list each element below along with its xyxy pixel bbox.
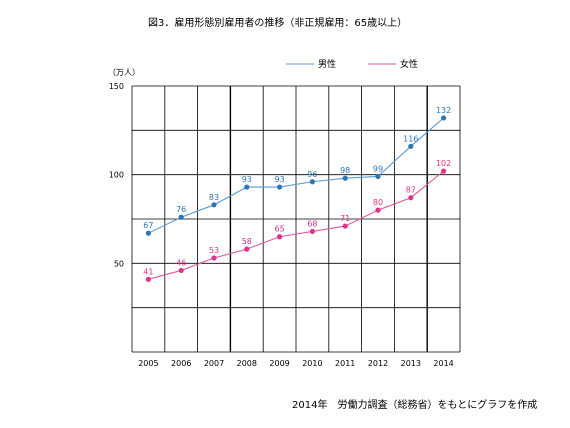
data-label: 67	[143, 221, 153, 230]
data-label: 71	[340, 214, 350, 223]
series-line-male	[148, 117, 444, 234]
data-point	[309, 228, 315, 235]
x-tick-label: 2007	[204, 359, 224, 368]
series-line-female	[148, 170, 444, 280]
data-point	[342, 223, 348, 229]
x-tick-label: 2006	[171, 359, 191, 368]
data-label: 87	[406, 186, 416, 195]
data-label: 53	[209, 246, 219, 255]
data-point	[277, 234, 283, 240]
legend-label: 女性	[400, 58, 418, 70]
y-tick-label: 150	[109, 82, 124, 91]
x-tick-label: 2011	[335, 359, 355, 368]
x-tick-label: 2009	[269, 359, 289, 368]
data-label: 98	[340, 166, 350, 175]
chart-title: 図3．雇用形態別雇用者の推移（非正規雇用：65歳以上）	[148, 18, 408, 29]
x-tick-label: 2013	[401, 359, 421, 368]
x-tick-label: 2010	[302, 359, 322, 368]
data-point	[375, 207, 381, 213]
data-point	[145, 230, 151, 236]
data-label: 93	[275, 175, 285, 184]
legend-label: 男性	[318, 58, 336, 70]
x-tick-label: 2005	[138, 359, 158, 368]
data-point	[244, 246, 250, 252]
y-axis-unit-label: （万人）	[108, 68, 140, 77]
data-point	[145, 276, 151, 282]
y-tick-label: 100	[109, 171, 124, 180]
data-label: 65	[275, 225, 285, 234]
data-label: 58	[242, 237, 252, 246]
data-label: 46	[176, 258, 186, 267]
data-point	[211, 255, 217, 261]
data-label: 80	[373, 198, 383, 207]
data-label: 116	[403, 134, 418, 143]
data-point	[309, 179, 315, 185]
data-point	[178, 214, 184, 220]
data-point	[244, 184, 250, 190]
data-point	[408, 195, 414, 201]
data-label: 96	[307, 170, 317, 179]
data-point	[408, 143, 414, 149]
data-label: 76	[176, 205, 186, 214]
data-point	[211, 202, 217, 208]
data-label: 132	[436, 106, 451, 115]
x-tick-label: 2012	[368, 359, 388, 368]
data-label: 93	[242, 175, 252, 184]
data-point	[277, 184, 283, 190]
data-label: 99	[373, 164, 383, 173]
data-label: 68	[307, 219, 317, 228]
x-tick-label: 2014	[433, 359, 453, 368]
y-tick-label: 50	[114, 259, 124, 268]
data-point	[342, 175, 348, 181]
data-label: 41	[143, 267, 153, 276]
data-label: 102	[436, 159, 451, 168]
data-point	[441, 115, 447, 121]
data-point	[375, 173, 381, 180]
data-point	[441, 168, 447, 174]
data-point	[178, 267, 184, 274]
x-tick-label: 2008	[237, 359, 257, 368]
source-note: 2014年 労働力調査（総務省）をもとにグラフを作成	[292, 400, 538, 411]
data-label: 83	[209, 193, 219, 202]
